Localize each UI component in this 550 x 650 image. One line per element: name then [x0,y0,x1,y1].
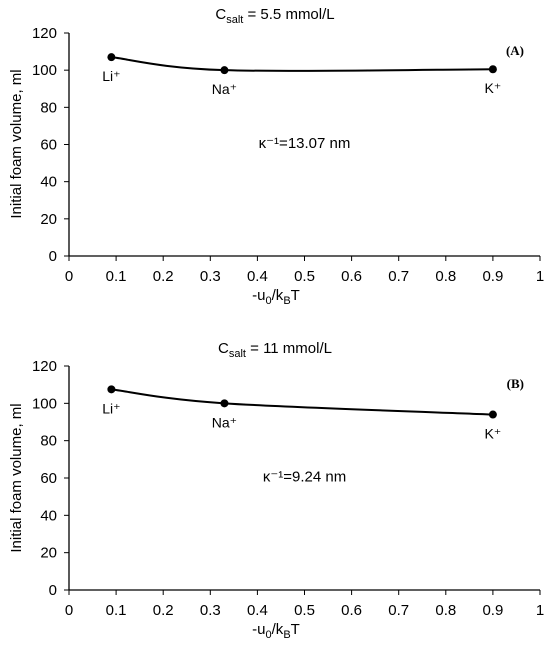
point-label: Li⁺ [102,400,120,416]
x-tick-label: 0 [65,268,73,285]
data-point [488,410,497,419]
x-tick-label: 0.1 [106,602,127,619]
xlabel-subscript: 0 [266,295,272,307]
y-tick-label: 20 [40,211,57,228]
data-point [107,385,116,394]
title-subscript: salt [226,14,243,26]
series-line [111,388,493,416]
x-axis-title: -u0/kBT [252,621,300,641]
y-tick-label: 40 [40,174,57,191]
y-tick-label: 20 [40,545,57,562]
y-tick-label: 100 [32,395,57,412]
title-rest: = 11 mmol/L [246,340,332,357]
x-tick-label: 1 [536,602,544,619]
title-rest: = 5.5 mmol/L [243,6,334,23]
x-tick-label: 0.7 [388,268,409,285]
title-c: C [215,6,226,23]
xlabel-subscript: B [283,295,290,307]
x-tick-label: 0.6 [341,602,362,619]
point-label: Na⁺ [212,81,237,97]
y-tick-label: 120 [32,358,57,375]
x-tick-label: 0.9 [482,602,503,619]
y-tick-label: 100 [32,62,57,79]
y-axis-title: Initial foam volume, ml [8,403,25,552]
y-tick-label: 0 [49,248,57,265]
x-tick-label: 0.9 [482,268,503,285]
panel-label: (A) [506,43,524,58]
x-tick-label: 0.2 [153,268,174,285]
point-label: Na⁺ [212,414,237,430]
data-point [220,399,229,408]
series-line [111,56,493,72]
data-point [488,65,497,74]
x-tick-label: 0.3 [200,268,221,285]
xlabel-subscript: B [283,629,290,641]
x-tick-label: 0.6 [341,268,362,285]
xlabel-part: /k [272,621,284,638]
x-tick-label: 0 [65,602,73,619]
xlabel-part: T [291,287,300,304]
chart-panel-a: Csalt = 5.5 mmol/L 0 0.1 0.2 0.3 0.4 0.5 0.6 0.7… [8,6,544,307]
y-tick-label: 80 [40,99,57,116]
x-tick-label: 0.8 [435,268,456,285]
point-label: Li⁺ [102,68,120,84]
xlabel-part: /k [272,287,284,304]
x-tick-label: 0.7 [388,602,409,619]
y-tick-label: 120 [32,25,57,42]
title-c: C [218,340,229,357]
kappa-annotation: κ⁻¹=9.24 nm [263,469,346,486]
data-point [107,53,116,62]
x-tick-label: 0.4 [247,268,268,285]
y-tick-label: 80 [40,433,57,450]
kappa-annotation: κ⁻¹=13.07 nm [259,135,351,152]
chart-title: Csalt = 5.5 mmol/L [215,6,334,26]
title-subscript: salt [229,348,246,360]
y-tick-label: 0 [49,582,57,599]
x-tick-label: 0.1 [106,268,127,285]
x-tick-label: 0.5 [294,602,315,619]
y-tick-label: 60 [40,137,57,154]
x-tick-label: 0.8 [435,602,456,619]
data-point [220,66,229,75]
x-tick-label: 0.5 [294,268,315,285]
xlabel-subscript: 0 [266,629,272,641]
xlabel-part: -u [252,287,265,304]
y-tick-label: 60 [40,470,57,487]
point-label: K⁺ [485,80,502,96]
x-tick-label: 0.3 [200,602,221,619]
x-tick-label: 0.4 [247,602,268,619]
panel-label: (B) [507,376,524,391]
xlabel-part: T [291,621,300,638]
y-tick-label: 40 [40,507,57,524]
point-label: K⁺ [485,426,502,442]
xlabel-part: -u [252,621,265,638]
chart-panel-b: Csalt = 11 mmol/L 0 0.1 0.2 0.3 0.4 0.5 0.6 0.7 0… [8,340,544,641]
chart-title: Csalt = 11 mmol/L [218,340,332,360]
x-tick-label: 0.2 [153,602,174,619]
y-axis-title: Initial foam volume, ml [8,69,25,218]
x-axis-title: -u0/kBT [252,287,300,307]
x-tick-label: 1 [536,268,544,285]
